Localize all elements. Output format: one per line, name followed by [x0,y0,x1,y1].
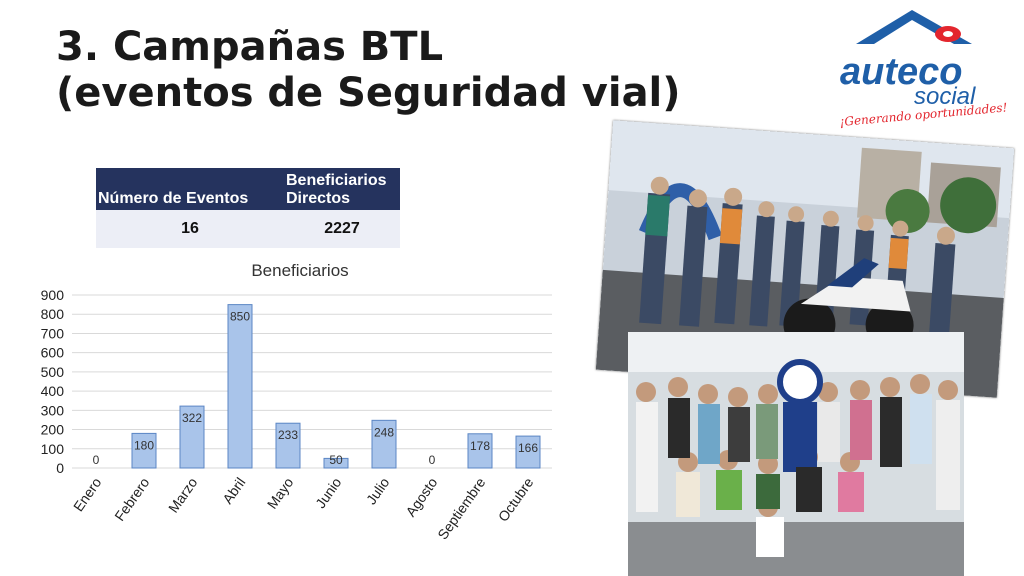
beneficiaries-bar-chart: Beneficiarios 01002003004005006007008009… [41,261,552,542]
x-tick-label: Septiembre [434,474,488,542]
y-tick-label: 700 [41,325,65,341]
y-tick-label: 200 [41,422,65,438]
group-scene-image [628,332,964,576]
x-tick-label: Junio [312,474,344,511]
value-beneficiaries: 2227 [284,210,400,248]
bar-junio [323,457,349,469]
chart-x-axis: Enero Febrero Marzo Abril Mayo Junio Julio Agos… [70,474,537,542]
y-tick-label: 0 [56,460,64,476]
y-tick-label: 600 [41,345,65,361]
event-photo-motorcycle [595,120,1015,398]
events-summary-table: Número de Eventos Beneficiarios Directos… [96,168,400,248]
data-label: 0 [429,453,436,467]
event-photo-group [628,332,964,576]
x-tick-label: Enero [70,474,105,514]
header-event-count: Número de Eventos [96,168,284,210]
data-label: 180 [134,438,154,452]
data-label: 850 [230,310,250,324]
data-label: 322 [182,411,202,425]
chart-data-labels: 0 180 322 850 233 50 248 0 178 166 [93,310,539,467]
chart-y-axis: 0 100 200 300 400 500 600 700 800 900 [41,287,65,476]
y-tick-label: 900 [41,287,65,303]
bar-octubre [515,435,541,469]
data-label: 0 [93,453,100,467]
x-tick-label: Mayo [264,474,297,511]
logo-brand-text: auteco [840,51,962,93]
chart-title: Beneficiarios [251,261,348,280]
data-label: 166 [518,441,538,455]
value-event-count: 16 [96,210,284,248]
motorcycle-scene-image [595,120,1015,398]
data-label: 233 [278,428,298,442]
x-tick-label: Abril [219,475,248,507]
bar-julio [371,419,397,469]
bar-mayo [275,422,301,469]
y-tick-label: 100 [41,441,65,457]
table-header-row: Número de Eventos Beneficiarios Directos [96,168,400,210]
chart-bars [131,304,541,469]
x-tick-label: Febrero [111,474,152,524]
table-row: 16 2227 [96,210,400,248]
bar-marzo [179,405,205,469]
x-tick-label: Agosto [402,474,440,519]
data-label: 178 [470,439,490,453]
x-tick-label: Marzo [165,474,201,515]
auteco-social-logo: auteco social ¡Generando oportunidades! [839,10,1008,129]
slide-title-line1: 3. Campañas BTL [56,24,444,70]
y-tick-label: 400 [41,383,65,399]
bar-febrero [131,432,157,469]
y-tick-label: 500 [41,364,65,380]
logo-dot-center [943,31,953,37]
slide-title-line2: (eventos de Seguridad vial) [56,70,681,116]
x-tick-label: Julio [363,474,393,507]
data-label: 50 [329,453,343,467]
bar-abril [227,304,253,469]
slide-title: 3. Campañas BTL (eventos de Seguridad vi… [56,24,681,116]
y-tick-label: 800 [41,306,65,322]
logo-sub-text: social [914,83,976,110]
y-tick-label: 300 [41,402,65,418]
x-tick-label: Octubre [495,474,537,524]
data-label: 248 [374,425,394,439]
header-beneficiaries: Beneficiarios Directos [284,168,400,210]
bar-septiembre [467,433,493,469]
